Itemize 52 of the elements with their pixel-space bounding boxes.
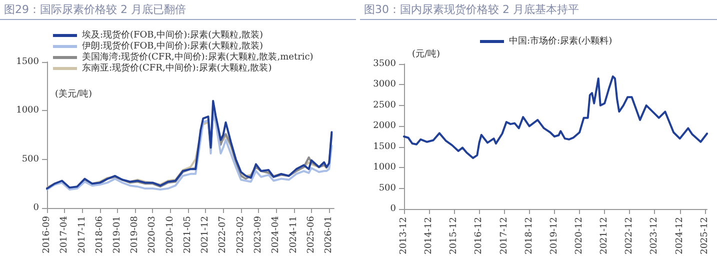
x-tick-label: 2021-05 <box>182 216 193 254</box>
x-tick-label: 2017-04 <box>60 216 70 254</box>
x-tick-label: 2025-12 <box>700 217 710 254</box>
x-tick-label: 2019-12 <box>549 217 560 254</box>
x-tick-label: 2016-09 <box>42 216 52 254</box>
y-axis-title: (美元/吨) <box>55 88 92 100</box>
x-tick-label: 2026-01 <box>324 216 334 254</box>
x-tick-label: 2015-12 <box>449 217 460 254</box>
legend-label: 埃及:现货价(FOB,中间价):尿素(大颗粒,散装) <box>81 30 264 40</box>
x-tick-label: 2022-12 <box>624 217 635 254</box>
x-tick-label: 2024-04 <box>271 216 282 254</box>
x-tick-label: 2022-07 <box>218 216 228 254</box>
y-tick-label: 500 <box>22 154 40 164</box>
x-tick-label: 2020-12 <box>574 217 585 254</box>
x-tick-label: 2020-10 <box>165 216 176 254</box>
x-tick-label: 2024-11 <box>288 216 299 254</box>
x-tick-label: 2018-06 <box>94 216 105 254</box>
y-tick-label: 1000 <box>373 162 396 173</box>
legend-label: 东南亚:现货价(CFR,中间价):尿素(大颗粒,散装) <box>82 62 272 74</box>
y-tick-label: 3000 <box>373 80 396 90</box>
x-tick-label: 2023-12 <box>650 217 660 254</box>
y-axis-title: (元/吨) <box>412 48 440 60</box>
y-tick-label: 0 <box>33 203 40 213</box>
x-tick-label: 2025-06 <box>306 216 316 254</box>
x-tick-label: 2023-02 <box>236 216 246 254</box>
legend-label: 中国:市场价:尿素(小颗料) <box>509 36 612 46</box>
y-tick-label: 0 <box>390 204 396 214</box>
y-tick-label: 500 <box>378 183 396 194</box>
x-tick-label: 2014-12 <box>424 217 434 254</box>
legend-label: 美国海湾:现货价(CFR,中间价):尿素(大颗粒,散装,metric) <box>82 52 314 62</box>
y-tick-label: 2000 <box>373 121 396 132</box>
y-tick-label: 1500 <box>373 142 396 152</box>
x-tick-label: 2021-12 <box>600 217 610 254</box>
y-tick-label: 3500 <box>373 59 396 69</box>
legend-label: 伊朗:现货价(FOB,中间价):尿素(大颗粒,散装) <box>82 40 264 52</box>
line-series <box>403 75 708 160</box>
x-tick-label: 2017-12 <box>499 217 510 254</box>
x-tick-label: 2019-01 <box>112 216 123 254</box>
x-tick-label: 2020-03 <box>148 216 158 254</box>
chart-title: 图29：国际尿素价格较 2 月底已翻倍 <box>0 0 356 20</box>
x-tick-label: 2016-12 <box>474 217 484 254</box>
x-tick-label: 2017-11 <box>77 216 88 254</box>
x-tick-label: 2024-12 <box>674 217 685 254</box>
y-tick-label: 1000 <box>16 106 40 116</box>
y-tick-label: 2500 <box>373 100 396 110</box>
chart-title: 图30：国内尿素现货价格较 2 月底基本持平 <box>360 0 717 20</box>
x-tick-label: 2019-08 <box>130 216 140 254</box>
x-tick-label: 2021-12 <box>200 216 211 254</box>
x-tick-label: 2023-09 <box>254 216 264 254</box>
x-tick-label: 2013-12 <box>399 217 409 254</box>
x-tick-label: 2018-12 <box>524 217 534 254</box>
y-tick-label: 1500 <box>16 57 40 67</box>
